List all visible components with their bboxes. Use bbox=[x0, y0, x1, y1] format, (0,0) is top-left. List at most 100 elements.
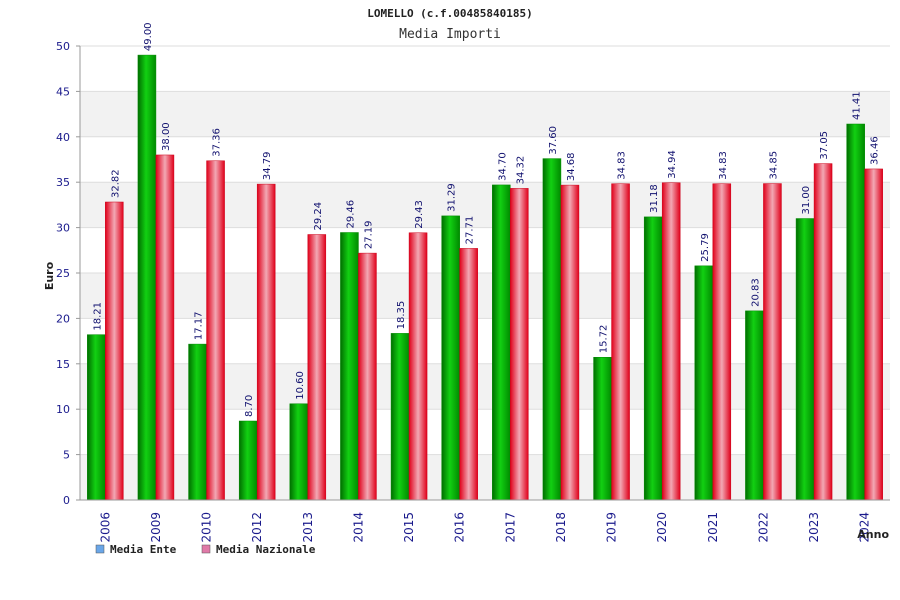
value-label: 34.94 bbox=[667, 150, 678, 179]
bar-media-nazionale bbox=[661, 182, 681, 501]
value-label: 34.70 bbox=[497, 152, 508, 181]
value-label: 37.36 bbox=[212, 128, 223, 157]
value-label: 27.19 bbox=[363, 220, 374, 249]
x-tick-label: 2017 bbox=[503, 512, 517, 543]
bar-media-ente bbox=[846, 123, 865, 501]
bar-media-ente bbox=[238, 420, 258, 501]
bar-media-ente bbox=[745, 310, 764, 501]
y-tick-label: 20 bbox=[56, 312, 70, 325]
chart-subtitle: Media Importi bbox=[399, 27, 501, 42]
bar-media-ente bbox=[390, 333, 410, 501]
value-label: 38.00 bbox=[161, 122, 172, 151]
x-tick-label: 2006 bbox=[98, 512, 112, 543]
bar-media-ente bbox=[340, 232, 359, 501]
value-label: 29.43 bbox=[414, 200, 425, 229]
legend: Media Ente Media Nazionale bbox=[95, 543, 316, 556]
y-axis-ticks: 0 5 10 15 20 25 30 35 40 45 50 bbox=[56, 40, 80, 507]
x-tick-label: 2021 bbox=[706, 512, 720, 543]
value-label: 17.17 bbox=[194, 311, 205, 340]
x-tick-label: 2024 bbox=[858, 512, 872, 543]
bar-media-nazionale bbox=[763, 183, 782, 501]
value-label: 34.83 bbox=[718, 151, 729, 180]
x-axis-ticks: 2006 2009 2010 2012 2013 2014 2015 2016 2017 2018… bbox=[98, 512, 871, 543]
bar-media-ente bbox=[87, 334, 106, 501]
bar-media-nazionale bbox=[560, 184, 580, 501]
value-label: 31.00 bbox=[801, 186, 812, 215]
bar-media-nazionale bbox=[307, 234, 327, 501]
plot-band bbox=[80, 91, 890, 137]
x-tick-label: 2013 bbox=[301, 512, 315, 543]
y-tick-label: 5 bbox=[63, 449, 70, 462]
x-tick-label: 2023 bbox=[807, 512, 821, 543]
bar-media-nazionale bbox=[408, 232, 428, 501]
x-axis-label: Anno bbox=[857, 528, 889, 541]
value-label: 20.83 bbox=[750, 278, 761, 307]
value-label: 36.46 bbox=[870, 136, 881, 165]
bar-media-ente bbox=[289, 403, 309, 501]
bar-media-nazionale bbox=[813, 163, 833, 501]
x-tick-label: 2020 bbox=[655, 512, 669, 543]
y-tick-label: 15 bbox=[56, 358, 70, 371]
chart-title: LOMELLO (c.f.00485840185) bbox=[367, 7, 533, 20]
value-label: 34.68 bbox=[566, 152, 577, 181]
bar-media-nazionale bbox=[510, 188, 529, 501]
bar-media-ente bbox=[542, 158, 562, 501]
bar-media-nazionale bbox=[206, 160, 225, 501]
x-tick-label: 2009 bbox=[149, 512, 163, 543]
legend-label: Media Ente bbox=[110, 543, 177, 556]
bar-media-nazionale bbox=[155, 154, 175, 501]
x-tick-label: 2012 bbox=[250, 512, 264, 543]
bar-media-nazionale bbox=[611, 183, 630, 501]
value-label: 34.85 bbox=[768, 151, 779, 180]
x-tick-label: 2015 bbox=[402, 512, 416, 543]
value-label: 37.60 bbox=[548, 126, 559, 155]
value-label: 15.72 bbox=[599, 325, 610, 354]
value-label: 10.60 bbox=[295, 371, 306, 400]
x-tick-label: 2014 bbox=[351, 512, 365, 543]
value-labels: 18.21 32.82 49.00 38.00 17.17 37.36 8.70 34.79 1… bbox=[92, 22, 880, 417]
x-tick-label: 2018 bbox=[554, 512, 568, 543]
bar-media-ente bbox=[795, 218, 815, 501]
legend-swatch bbox=[201, 544, 211, 554]
value-label: 34.32 bbox=[515, 156, 526, 185]
legend-swatch bbox=[95, 544, 105, 554]
plot-band bbox=[80, 46, 890, 92]
y-tick-label: 25 bbox=[56, 267, 70, 280]
value-label: 29.24 bbox=[313, 202, 324, 231]
y-axis-label: Euro bbox=[43, 261, 56, 290]
y-tick-label: 45 bbox=[56, 85, 70, 98]
bar-media-nazionale bbox=[864, 168, 883, 501]
bars bbox=[87, 54, 883, 501]
x-tick-label: 2022 bbox=[756, 512, 770, 543]
value-label: 29.46 bbox=[345, 200, 356, 229]
bar-media-nazionale bbox=[105, 201, 124, 501]
x-tick-label: 2019 bbox=[605, 512, 619, 543]
bar-media-ente bbox=[492, 184, 511, 501]
bar-media-ente bbox=[643, 216, 663, 501]
value-label: 41.41 bbox=[852, 91, 863, 120]
y-tick-label: 50 bbox=[56, 40, 70, 53]
value-label: 32.82 bbox=[110, 169, 121, 198]
y-tick-label: 30 bbox=[56, 222, 70, 235]
value-label: 31.18 bbox=[649, 184, 660, 213]
bar-media-ente bbox=[593, 357, 612, 501]
bar-media-nazionale bbox=[256, 183, 276, 501]
value-label: 49.00 bbox=[143, 22, 154, 51]
legend-label: Media Nazionale bbox=[216, 543, 316, 556]
y-tick-label: 40 bbox=[56, 131, 70, 144]
y-tick-label: 0 bbox=[63, 494, 70, 507]
value-label: 31.29 bbox=[447, 183, 458, 212]
value-label: 18.21 bbox=[92, 302, 103, 331]
bar-media-ente bbox=[188, 343, 207, 501]
value-label: 37.05 bbox=[819, 131, 830, 160]
value-label: 8.70 bbox=[244, 395, 255, 417]
bar-media-nazionale bbox=[459, 248, 478, 501]
x-tick-label: 2016 bbox=[453, 512, 467, 543]
bar-media-nazionale bbox=[358, 252, 377, 501]
bar-media-ente bbox=[137, 54, 157, 501]
x-tick-label: 2010 bbox=[200, 512, 214, 543]
value-label: 25.79 bbox=[700, 233, 711, 262]
bar-media-ente bbox=[694, 265, 714, 501]
bar-media-nazionale bbox=[712, 183, 732, 501]
